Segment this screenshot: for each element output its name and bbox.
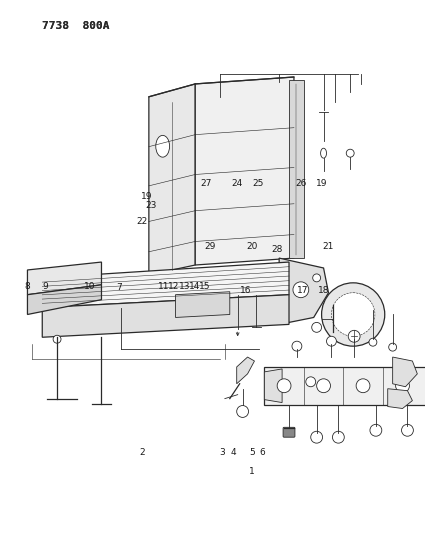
Text: 7738  800A: 7738 800A	[42, 21, 110, 30]
Circle shape	[356, 379, 370, 393]
Circle shape	[346, 149, 354, 157]
Text: 1: 1	[249, 467, 255, 475]
Text: 10: 10	[83, 282, 95, 291]
Polygon shape	[237, 357, 255, 384]
Text: 14: 14	[188, 282, 200, 291]
Circle shape	[369, 338, 377, 346]
Circle shape	[312, 322, 321, 332]
Polygon shape	[42, 262, 289, 308]
Polygon shape	[388, 389, 413, 408]
Text: 13: 13	[178, 282, 190, 291]
Circle shape	[313, 274, 321, 282]
Text: 3: 3	[220, 448, 225, 457]
Text: 28: 28	[272, 245, 283, 254]
Text: 16: 16	[240, 286, 251, 295]
Text: 11: 11	[158, 282, 169, 291]
Text: 5: 5	[249, 448, 255, 457]
Circle shape	[395, 379, 410, 393]
Circle shape	[327, 336, 336, 346]
Text: 29: 29	[204, 242, 215, 251]
Circle shape	[333, 431, 344, 443]
Polygon shape	[175, 292, 230, 318]
Circle shape	[311, 431, 323, 443]
Text: 23: 23	[145, 201, 156, 211]
Circle shape	[317, 379, 330, 393]
Polygon shape	[149, 84, 195, 275]
Text: 26: 26	[295, 179, 306, 188]
Circle shape	[370, 424, 382, 436]
Text: 8: 8	[24, 282, 30, 291]
Circle shape	[293, 282, 309, 297]
Polygon shape	[392, 357, 417, 387]
Circle shape	[401, 424, 413, 436]
Text: 25: 25	[253, 179, 264, 188]
Text: 21: 21	[322, 242, 334, 251]
Circle shape	[306, 377, 316, 387]
Text: 2: 2	[140, 448, 145, 457]
Polygon shape	[27, 285, 101, 314]
Bar	[265, 367, 427, 405]
Text: 18: 18	[318, 286, 330, 295]
Text: 17: 17	[297, 286, 309, 295]
Circle shape	[331, 293, 375, 336]
Text: 7738  800A: 7738 800A	[42, 21, 110, 30]
Text: 6: 6	[260, 448, 265, 457]
Polygon shape	[195, 77, 294, 265]
Polygon shape	[42, 295, 289, 337]
Polygon shape	[27, 262, 101, 295]
Text: 7: 7	[116, 283, 122, 292]
Text: 19: 19	[316, 179, 327, 188]
Text: 24: 24	[232, 179, 243, 188]
Text: 4: 4	[230, 448, 236, 457]
Circle shape	[321, 283, 385, 346]
Circle shape	[389, 343, 397, 351]
Text: 20: 20	[247, 242, 258, 251]
Circle shape	[277, 379, 291, 393]
Polygon shape	[265, 369, 282, 402]
FancyArrowPatch shape	[236, 332, 239, 336]
Circle shape	[292, 341, 302, 351]
Polygon shape	[427, 375, 428, 397]
Text: 12: 12	[168, 282, 180, 291]
Circle shape	[348, 330, 360, 342]
Text: 19: 19	[141, 192, 152, 201]
Ellipse shape	[156, 135, 169, 157]
Text: 15: 15	[199, 282, 210, 291]
FancyBboxPatch shape	[283, 427, 295, 437]
Text: 9: 9	[42, 282, 48, 291]
Circle shape	[237, 406, 249, 417]
Ellipse shape	[321, 148, 327, 158]
Text: 27: 27	[200, 179, 211, 188]
Polygon shape	[289, 80, 304, 258]
Polygon shape	[279, 258, 329, 322]
Text: 22: 22	[137, 217, 148, 226]
Circle shape	[53, 335, 61, 343]
